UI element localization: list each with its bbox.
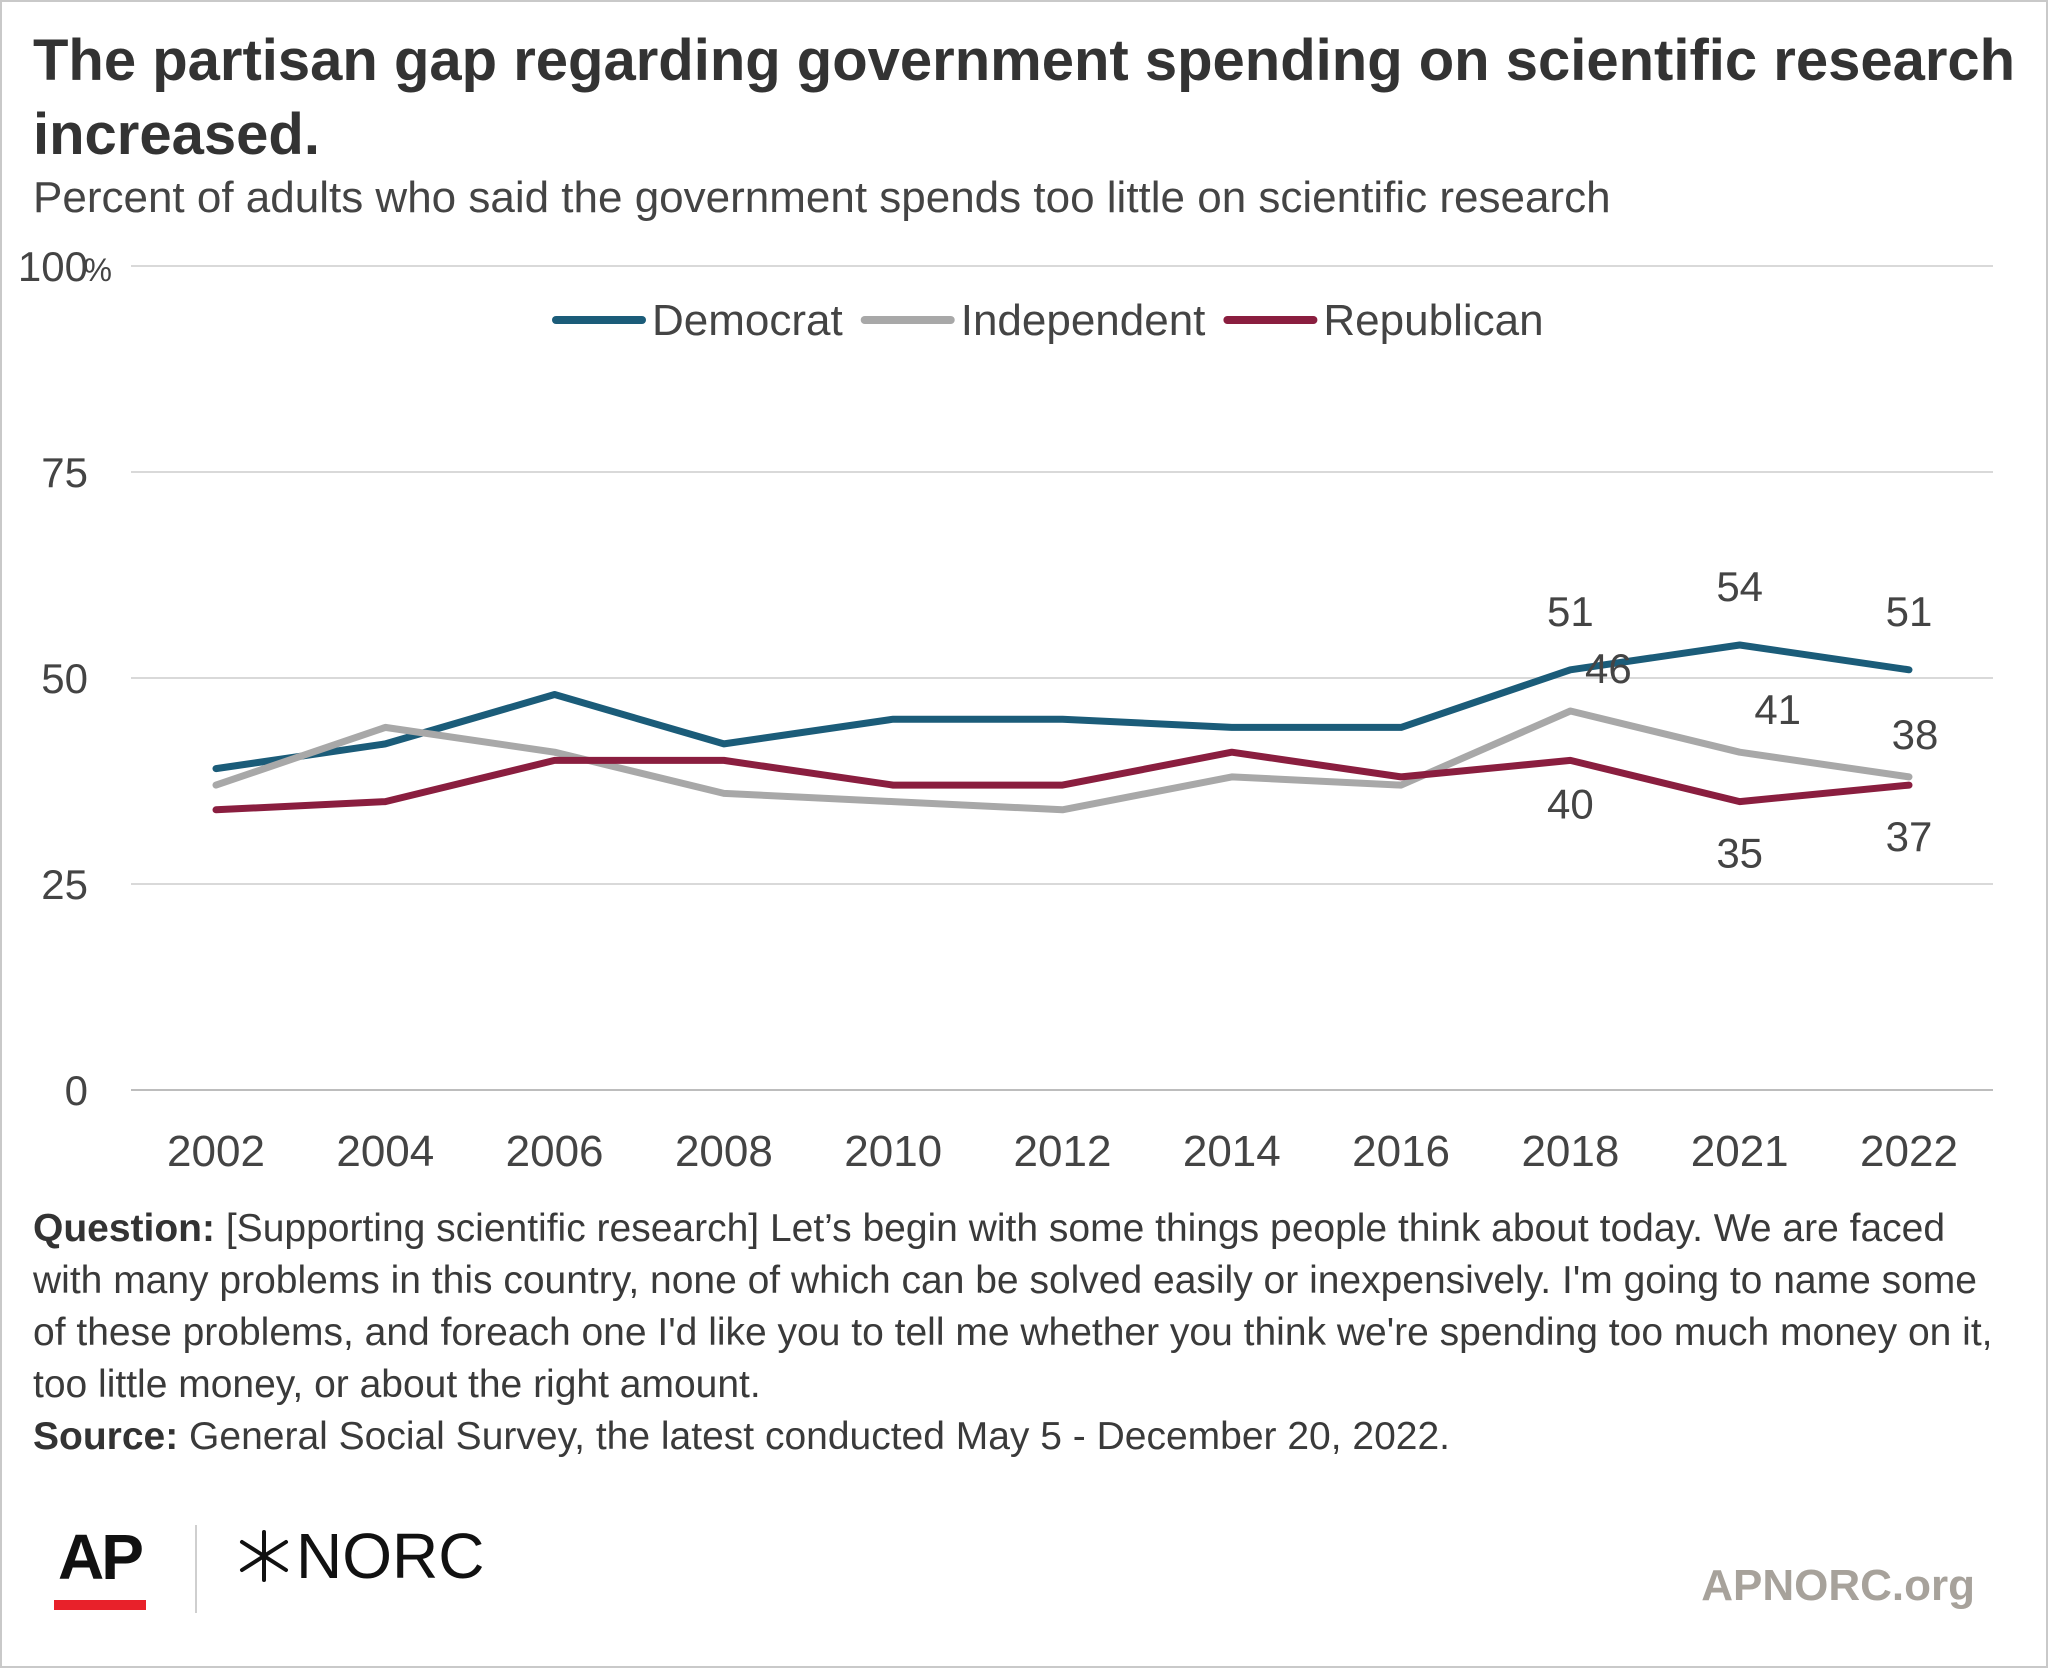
legend: Democrat Independent Republican <box>552 296 1544 345</box>
gridlines <box>131 265 1993 1091</box>
y-tick-label: 50 <box>41 655 88 702</box>
data-label: 54 <box>1716 563 1763 610</box>
y-tick-label: 100 <box>18 243 88 290</box>
legend-entry-independent: Independent <box>961 296 1206 345</box>
source-text: General Social Survey, the latest conduc… <box>189 1415 1450 1458</box>
x-tick-label: 2014 <box>1183 1127 1281 1176</box>
source-note: Source: General Social Survey, the lates… <box>33 1411 2013 1463</box>
question-label: Question: <box>33 1207 215 1250</box>
x-tick-label: 2018 <box>1521 1127 1619 1176</box>
question-text: [Supporting scientific research] Let’s b… <box>33 1207 1993 1406</box>
legend-entry-republican: Republican <box>1323 296 1543 345</box>
x-tick-label: 2021 <box>1691 1127 1789 1176</box>
x-tick-label: 2002 <box>167 1127 265 1176</box>
legend-entry-democrat: Democrat <box>652 296 843 345</box>
data-label: 37 <box>1886 813 1933 860</box>
series-line-independent <box>212 707 1913 814</box>
chart-subtitle: Percent of adults who said the governmen… <box>33 173 1611 222</box>
y-tick-label: 25 <box>41 861 88 908</box>
x-tick-label: 2022 <box>1860 1127 1958 1176</box>
norc-logo: NORC <box>238 1516 484 1596</box>
norc-logo-text: NORC <box>296 1520 485 1592</box>
data-label: 51 <box>1547 588 1594 635</box>
chart-notes: Question: [Supporting scientific researc… <box>33 1203 2013 1463</box>
x-tick-label: 2004 <box>336 1127 434 1176</box>
x-tick-label: 2012 <box>1014 1127 1112 1176</box>
y-unit-label: % <box>84 252 112 288</box>
x-axis: 2002 2004 2006 2008 2010 2012 2014 2016 2018 2021… <box>167 1127 1958 1176</box>
data-label: 35 <box>1716 830 1763 877</box>
series-line-democrat <box>212 641 1913 773</box>
question-note: Question: [Supporting scientific researc… <box>33 1203 2013 1411</box>
y-tick-label: 0 <box>65 1067 88 1114</box>
line-chart: 0 25 50 75 100% 2002 2004 2006 2008 2010 2012 2014… <box>18 243 1993 1176</box>
data-label: 51 <box>1886 588 1933 635</box>
chart-title: The partisan gap regarding government sp… <box>33 28 2016 167</box>
data-label: 40 <box>1547 780 1594 827</box>
ap-logo: AP <box>54 1521 150 1612</box>
logo-divider <box>195 1525 197 1613</box>
website-link[interactable]: APNORC.org <box>1701 1561 1975 1610</box>
asterisk-star-icon <box>240 1530 288 1582</box>
ap-logo-text: AP <box>58 1521 144 1593</box>
data-label: 38 <box>1892 711 1939 758</box>
x-tick-label: 2010 <box>844 1127 942 1176</box>
x-tick-label: 2006 <box>506 1127 604 1176</box>
x-tick-label: 2008 <box>675 1127 773 1176</box>
y-tick-label: 75 <box>41 449 88 496</box>
data-labels: 51 54 51 46 41 38 40 35 37 <box>1547 563 1938 877</box>
x-tick-label: 2016 <box>1352 1127 1450 1176</box>
source-label: Source: <box>33 1415 179 1458</box>
y-axis: 0 25 50 75 100% <box>18 243 112 1114</box>
data-label: 41 <box>1754 686 1801 733</box>
series-line-republican <box>212 748 1913 814</box>
ap-logo-bar <box>54 1600 146 1610</box>
series-lines <box>212 641 1913 814</box>
data-label: 46 <box>1585 645 1632 692</box>
